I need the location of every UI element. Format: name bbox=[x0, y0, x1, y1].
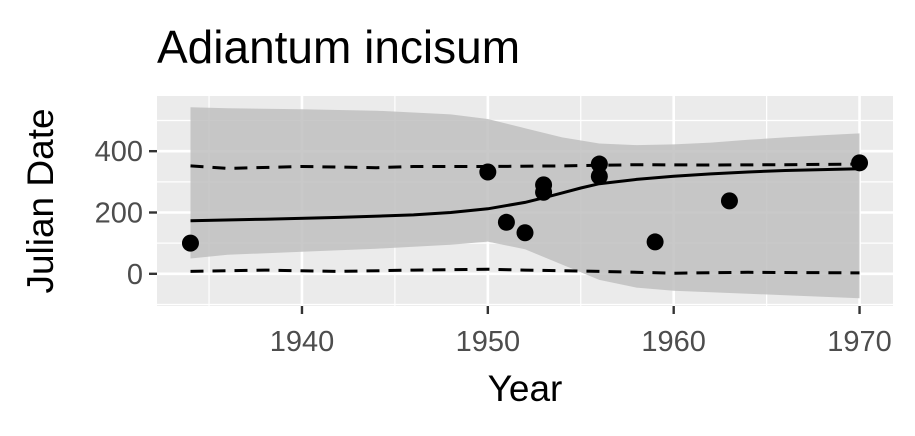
data-points-group bbox=[181, 154, 869, 252]
x-tick-label: 1960 bbox=[641, 326, 706, 358]
y-axis-title: Julian Date bbox=[20, 108, 61, 293]
y-tick-label: 200 bbox=[95, 197, 143, 229]
x-tick-label: 1940 bbox=[270, 326, 335, 358]
x-axis-title: Year bbox=[488, 368, 563, 409]
x-tick-label: 1970 bbox=[827, 326, 892, 358]
fit-line bbox=[190, 167, 860, 223]
data-point bbox=[497, 213, 515, 231]
data-point bbox=[590, 167, 608, 185]
data-point bbox=[516, 224, 534, 242]
data-point bbox=[590, 155, 608, 173]
data-point bbox=[720, 192, 738, 210]
data-point bbox=[479, 163, 497, 181]
y-axis: 0 200 400 bbox=[95, 136, 157, 291]
y-tick-label: 0 bbox=[127, 259, 143, 291]
x-axis: 1940 1950 1960 1970 bbox=[270, 306, 892, 358]
data-point bbox=[181, 234, 199, 252]
data-point bbox=[851, 154, 869, 172]
x-tick-label: 1950 bbox=[456, 326, 521, 358]
fit-line-group bbox=[190, 167, 860, 223]
chart-title: Adiantum incisum bbox=[157, 21, 520, 73]
data-point bbox=[646, 233, 664, 251]
data-point bbox=[535, 183, 553, 201]
y-tick-label: 400 bbox=[95, 136, 143, 168]
dashed-lower-line bbox=[190, 267, 860, 275]
